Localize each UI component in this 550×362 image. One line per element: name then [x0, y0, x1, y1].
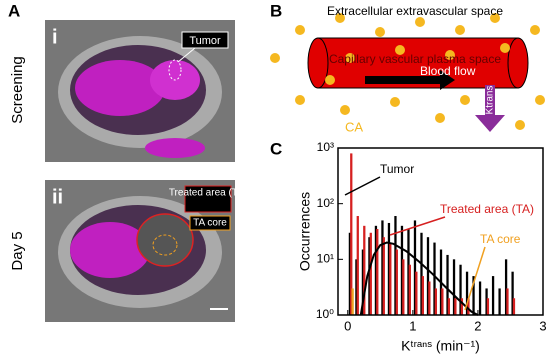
- bar: [394, 216, 397, 315]
- bar: [408, 264, 411, 315]
- x-tick-label: 1: [409, 318, 416, 333]
- y-tick-label: 10⁰: [316, 307, 334, 321]
- bar: [363, 225, 366, 315]
- callout: Treated area (TA): [169, 188, 247, 199]
- y-tick-label: 10¹: [317, 252, 334, 266]
- bar: [421, 276, 424, 315]
- bar: [478, 281, 482, 315]
- bar: [512, 298, 516, 315]
- bar: [376, 229, 379, 315]
- bar: [433, 242, 436, 315]
- legend-label: Tumor: [380, 162, 414, 176]
- y-tick-label: 10²: [317, 196, 334, 210]
- bar: [351, 288, 354, 315]
- y-axis-label: Occurrences: [297, 192, 313, 271]
- bar: [350, 153, 353, 315]
- bar: [382, 237, 385, 315]
- y-tick-label: 10³: [317, 140, 334, 154]
- bar: [407, 229, 410, 315]
- bar: [486, 298, 490, 315]
- bar: [426, 237, 430, 315]
- bar: [441, 288, 444, 315]
- bar: [452, 259, 456, 315]
- bar: [413, 220, 417, 315]
- diagram-label: Extracellular extravascular space: [327, 4, 503, 18]
- callout: Tumor: [189, 35, 221, 47]
- panel-letter: A: [8, 1, 20, 20]
- diagram-label: Blood flow: [420, 64, 476, 78]
- bar: [400, 225, 404, 315]
- chart: 10⁰ 10¹ 10² 10³ 0 1 2 3 Occurrences Kᵗʳᵃⁿˢ (min⁻¹…: [297, 140, 547, 354]
- panel-letter: B: [270, 1, 282, 20]
- image-numeral: ii: [52, 186, 63, 208]
- diagram-label: Capillary vascular plasma space: [329, 52, 501, 66]
- bar: [491, 276, 495, 315]
- bar: [402, 259, 405, 315]
- bar: [472, 276, 475, 315]
- bar: [420, 232, 423, 315]
- row-label: Screening: [9, 56, 26, 124]
- diagram-label: CA: [345, 119, 363, 134]
- bar: [459, 264, 462, 315]
- bar: [465, 271, 469, 315]
- bar: [361, 249, 365, 315]
- bar: [374, 225, 378, 315]
- bar: [369, 232, 372, 315]
- mri-image: [45, 180, 235, 322]
- bar: [454, 298, 457, 315]
- legend-label: TA core: [480, 232, 521, 246]
- x-tick-label: 0: [344, 318, 351, 333]
- x-tick-label: 3: [539, 318, 546, 333]
- bar: [467, 298, 470, 315]
- bar: [381, 220, 384, 315]
- callout: TA core: [193, 218, 227, 229]
- x-axis-label: Kᵗʳᵃⁿˢ (min⁻¹): [401, 338, 480, 354]
- panel-letter: C: [270, 139, 282, 158]
- bar: [348, 232, 352, 315]
- diagram-label: Ktrans: [485, 86, 496, 115]
- bar: [389, 242, 392, 315]
- bar: [356, 216, 359, 315]
- bar: [415, 271, 418, 315]
- bar: [498, 288, 501, 315]
- bar: [506, 288, 509, 315]
- bar: [460, 298, 464, 315]
- bar: [447, 298, 451, 315]
- bar: [434, 288, 438, 315]
- bar: [355, 259, 358, 315]
- legend-label: Treated area (TA): [440, 202, 534, 216]
- vessel-diagram: [270, 13, 545, 132]
- bar: [511, 271, 514, 315]
- bar: [395, 249, 398, 315]
- bar: [428, 281, 431, 315]
- bar: [504, 259, 508, 315]
- row-label: Day 5: [9, 231, 26, 270]
- bar: [485, 288, 488, 315]
- mri-image: [45, 20, 235, 162]
- image-numeral: i: [52, 26, 58, 48]
- x-tick-label: 2: [474, 318, 481, 333]
- fit-curve: [359, 241, 479, 316]
- plot-frame: [337, 147, 544, 316]
- bar: [446, 254, 449, 315]
- annotation-arrow: [464, 246, 486, 311]
- bar: [387, 222, 391, 315]
- annotation-arrow: [389, 216, 446, 236]
- annotation-arrow: [344, 176, 381, 196]
- bar: [368, 237, 371, 315]
